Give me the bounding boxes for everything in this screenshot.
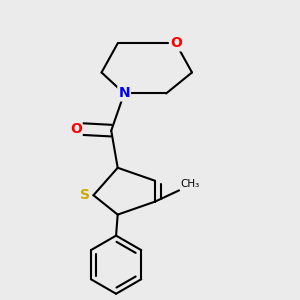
Text: S: S (80, 188, 90, 202)
Text: O: O (70, 122, 82, 136)
Text: O: O (170, 36, 182, 50)
Text: CH₃: CH₃ (181, 179, 200, 189)
Text: N: N (118, 86, 130, 100)
